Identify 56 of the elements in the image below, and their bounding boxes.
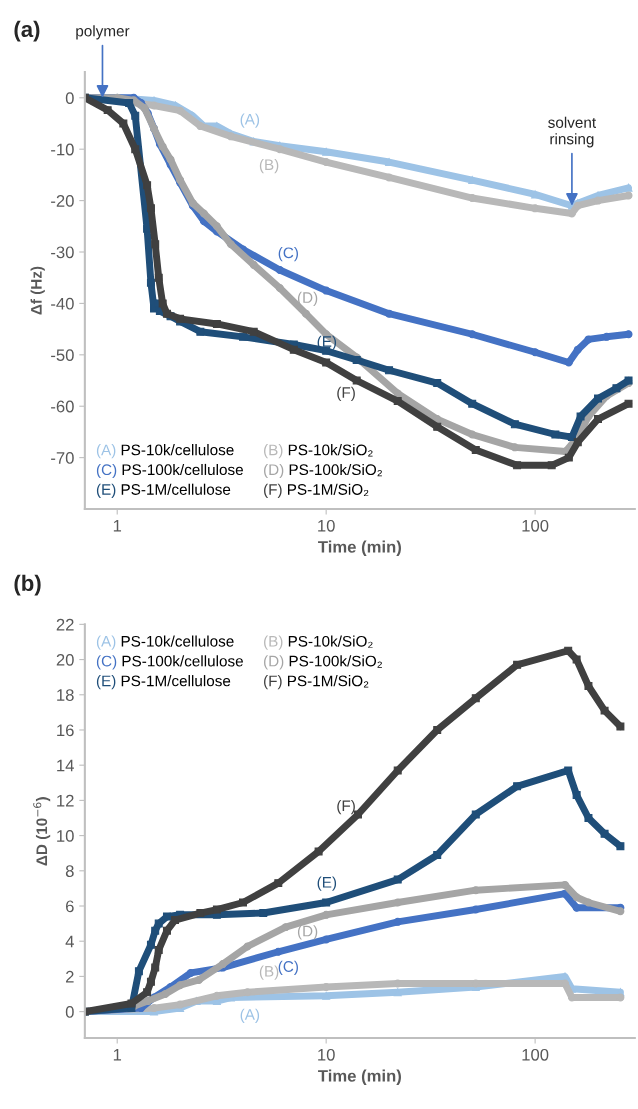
x-tick-label: 10: [318, 1048, 335, 1061]
y-tick-label: 14: [57, 759, 74, 772]
x-tick-label: 1: [113, 520, 122, 532]
text: (F) PS-1M/SiO₂: [264, 675, 369, 690]
y-tick-label: 12: [57, 794, 74, 807]
annotation: polymer: [76, 25, 130, 40]
y-tick-label: 10: [57, 830, 74, 842]
x-axis-title: Time (min): [318, 1069, 401, 1086]
annotation: (C): [278, 246, 298, 262]
x-tick-label: 10: [318, 519, 335, 532]
annotation: (A): [240, 113, 260, 128]
y-tick-label: 2: [66, 970, 74, 983]
x-axis-title: Time (min): [318, 540, 401, 557]
annotation: (E): [317, 876, 337, 891]
y-tick-label: 22: [56, 618, 74, 631]
y-tick-label: -10: [51, 143, 74, 156]
annotation: (B): [259, 965, 279, 980]
text: (B) PS-10k/SiO₂: [264, 635, 373, 650]
text: (D) PS-100k/SiO₂: [264, 655, 382, 670]
chart-title: (a): [14, 20, 40, 42]
text: (E) PS-1M/cellulose: [96, 483, 231, 498]
text: (B) PS-10k/SiO₂: [264, 444, 373, 459]
annotation: (F): [337, 386, 355, 402]
y-axis-title: Δf (Hz): [30, 266, 45, 315]
y-tick-label: 16: [57, 724, 74, 737]
y-tick-label: 20: [56, 653, 74, 666]
y-tick-label: 0: [65, 92, 74, 104]
y-tick-label: 6: [66, 900, 74, 913]
annotation: solvent rinsing: [548, 116, 596, 148]
text: (C) PS-100k/cellulose: [96, 655, 243, 670]
text: (A) PS-10k/cellulose: [96, 635, 234, 650]
annotation: (C): [278, 960, 298, 975]
y-tick-label: 0: [65, 1006, 74, 1018]
text: (A) PS-10k/cellulose: [96, 444, 234, 459]
y-tick-label: -40: [51, 297, 74, 310]
text: (F) PS-1M/SiO₂: [264, 483, 369, 498]
x-tick-label: 100: [522, 1048, 549, 1061]
y-tick-label: -50: [51, 349, 74, 362]
x-tick-label: 100: [522, 519, 549, 532]
y-axis-title: ΔD (10$^{−6}$): [33, 797, 51, 866]
annotation: (F): [337, 799, 355, 815]
y-tick-label: -30: [51, 246, 74, 259]
annotation: (B): [259, 158, 279, 174]
annotation: (A): [240, 1008, 260, 1023]
y-tick-label: 4: [65, 935, 74, 948]
y-tick-label: -20: [51, 195, 74, 207]
text: (D) PS-100k/SiO₂: [264, 463, 382, 479]
chart-title: (b): [14, 574, 41, 596]
y-tick-label: -70: [51, 452, 74, 464]
text: (E) PS-1M/cellulose: [96, 675, 231, 690]
y-tick-label: 18: [57, 689, 74, 701]
y-tick-label: -60: [51, 400, 74, 413]
y-tick-label: 8: [65, 865, 74, 877]
x-tick-label: 1: [113, 1049, 122, 1061]
text: (C) PS-100k/cellulose: [96, 463, 243, 479]
annotation: (D): [297, 925, 318, 940]
